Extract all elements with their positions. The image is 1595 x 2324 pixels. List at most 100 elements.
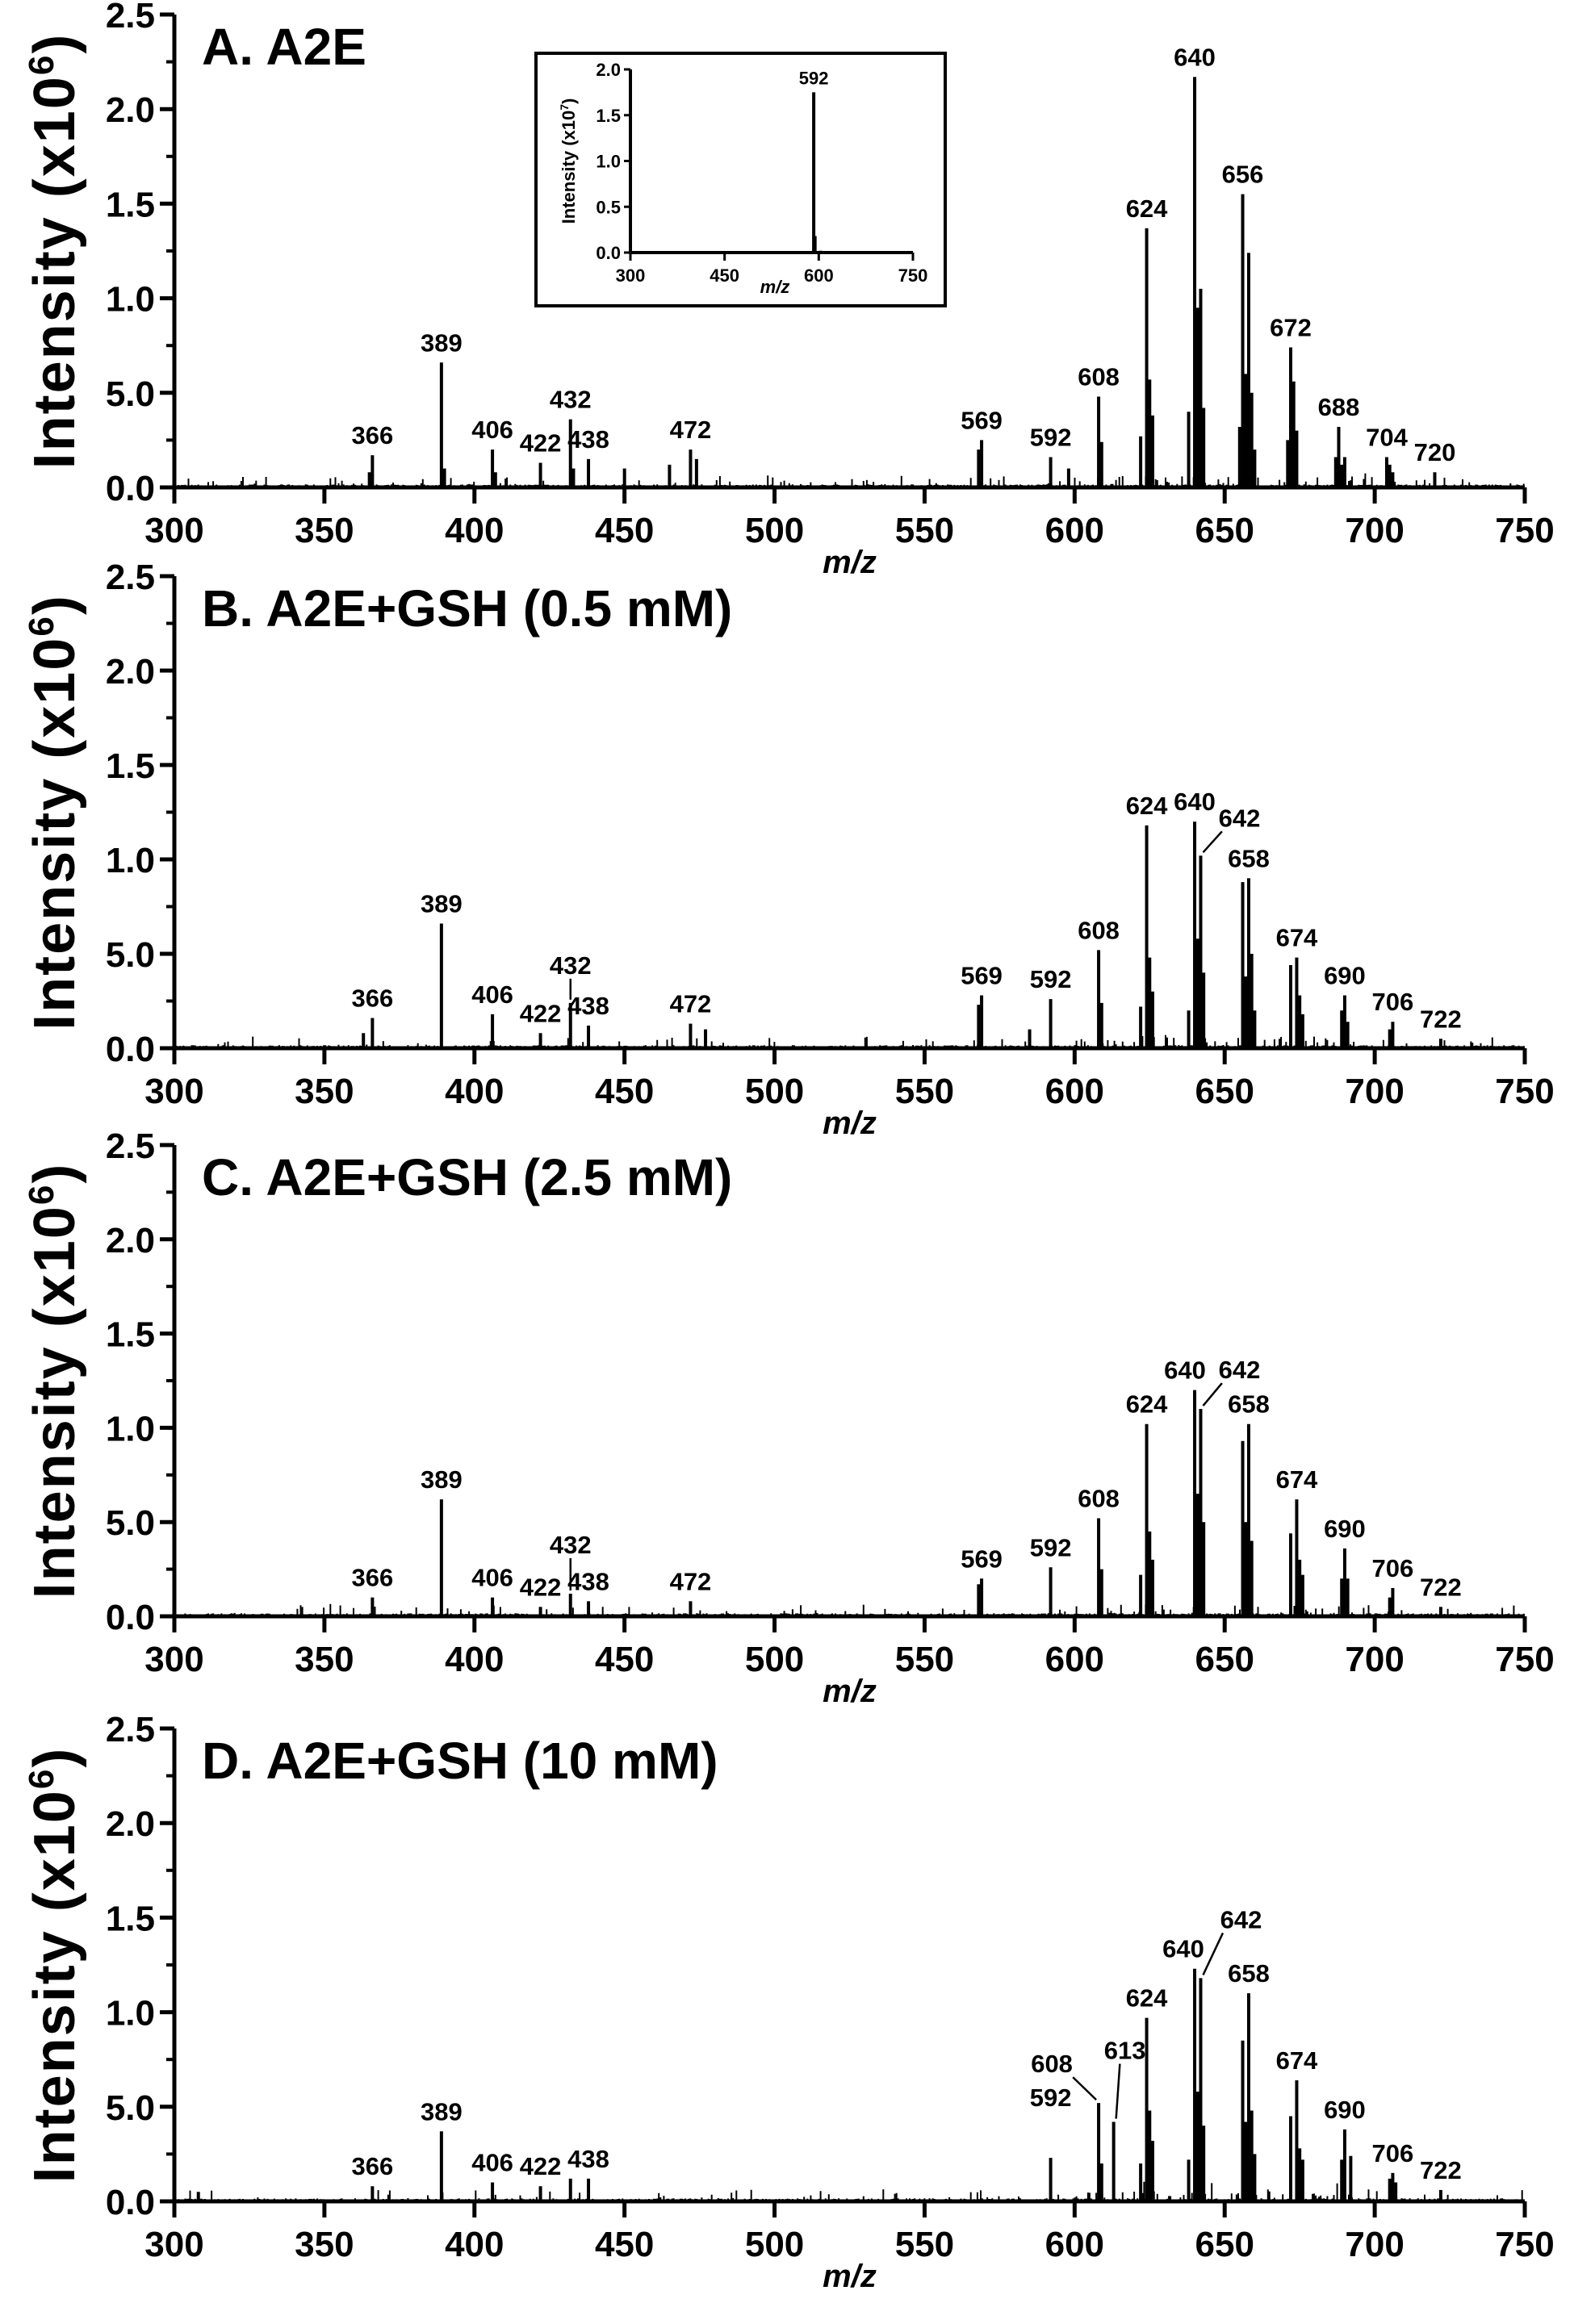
inset-y-tick-label: 0.5 [596,197,621,217]
peak-label: 592 [1030,2084,1072,2112]
panel-c: 300 350 400 450 500 550 600 650 700 750 0.0 5.0 1.0 1… [22,1126,1555,1709]
peak-label: 569 [961,1544,1003,1573]
label-leader-line [1115,2063,1121,2119]
y-tick-label: 2.0 [106,652,155,692]
panel-title: A. A2E [202,18,366,76]
baseline-noise [174,473,1525,487]
inset-y-axis-label-close: ) [559,98,579,104]
x-tick-label: 450 [595,511,654,550]
inset-x-tick-label: 750 [898,265,928,286]
inset-y-axis-label: Intensity (x107) [558,98,579,224]
peak-label: 624 [1126,1984,1168,2013]
peak-label: 432 [550,1531,592,1559]
peak-label: 658 [1228,1959,1270,1988]
y-tick-label: 2.5 [106,0,155,36]
inset-x-tick-label: 600 [804,265,834,286]
peak-label: 569 [961,406,1003,434]
x-tick-label: 550 [895,511,954,550]
peak-label: 389 [421,1465,463,1494]
peak-label: 389 [421,328,463,357]
peak-label: 706 [1372,1554,1414,1582]
y-axis-label-exponent: 6 [22,1184,61,1205]
x-axis-label: m/z [823,1106,877,1141]
peak-label: 406 [471,980,513,1009]
peak-label: 722 [1420,2156,1462,2184]
peak-label: 704 [1366,423,1408,451]
y-tick-label: 5.0 [106,374,155,414]
inset-x-tick-label: 450 [710,265,739,286]
x-tick-label: 350 [295,2225,354,2264]
peak-label: 472 [670,990,712,1018]
peak-label: 658 [1228,1390,1270,1419]
x-tick-label: 650 [1195,1072,1254,1111]
y-axis-label-exponent: 6 [22,615,61,636]
peak-label: 432 [550,386,592,414]
panel-a: 300 350 400 450 500 550 600 650 700 750 0.0 5.0 1.0 1… [22,0,1555,580]
y-axis-label-close: ) [23,594,87,615]
x-tick-label: 650 [1195,1640,1254,1679]
panel-d: 300 350 400 450 500 550 600 650 700 750 0.0 5.0 1.0 1… [22,1710,1555,2294]
y-tick-label: 2.0 [106,90,155,130]
y-tick-label: 2.5 [106,558,155,597]
inset-y-tick-label: 1.0 [596,152,621,172]
x-tick-label: 500 [745,2225,804,2264]
peak-label: 438 [567,2145,609,2173]
x-tick-label: 350 [295,511,354,550]
peak-label: 366 [352,421,394,449]
y-tick-label: 0.0 [106,1030,155,1069]
x-tick-label: 500 [745,1072,804,1111]
y-axis-label-text: Intensity (x10 [23,637,87,1030]
y-axis-label-text: Intensity (x10 [23,1205,87,1599]
x-axis-label: m/z [823,1674,877,1709]
x-tick-label: 300 [144,1640,203,1679]
y-tick-label: 2.0 [106,1221,155,1260]
peak-label: 624 [1126,194,1168,223]
peak-label: 706 [1372,2139,1414,2167]
panel-title: B. A2E+GSH (0.5 mM) [202,579,732,637]
y-tick-label: 1.0 [106,1409,155,1448]
y-axis-label-exponent: 6 [22,1768,61,1789]
x-tick-label: 550 [895,2225,954,2264]
inset-chart: 300 450 600 750 0.0 0.5 1.0 1.5 2.0 m/z Intensity … [534,52,947,307]
y-tick-label: 0.0 [106,1598,155,1637]
peak-label: 640 [1174,43,1216,71]
y-tick-label: 5.0 [106,1503,155,1543]
peak-label: 624 [1126,792,1168,820]
y-tick-label: 2.5 [106,1710,155,1749]
x-axis-label: m/z [823,545,877,580]
peak-label: 642 [1219,804,1261,832]
x-tick-label: 750 [1495,1640,1554,1679]
peak-label: 690 [1324,1515,1366,1543]
inset-x-axis-label: m/z [760,277,790,297]
peak-label: 690 [1324,2096,1366,2124]
peak-label: 422 [520,1573,562,1601]
peak-label: 640 [1174,788,1216,816]
x-tick-label: 650 [1195,511,1254,550]
peak-label: 722 [1420,1573,1462,1601]
peak-label: 389 [421,2097,463,2125]
inset-y-axis-label-text: Intensity (x10 [559,111,579,224]
peak-label: 569 [961,961,1003,989]
label-leader-line [1202,1932,1225,1975]
x-tick-label: 750 [1495,511,1554,550]
peak-label: 608 [1078,1485,1120,1513]
x-tick-label: 500 [745,1640,804,1679]
y-axis-label-exponent: 6 [22,54,61,75]
x-tick-label: 550 [895,1640,954,1679]
label-leader-line [1072,2076,1097,2101]
peak-label: 422 [520,2152,562,2180]
x-tick-label: 450 [595,1640,654,1679]
peak-label: 406 [471,2149,513,2177]
y-axis-label: Intensity (x106) [22,1163,87,1599]
peak-label: 608 [1078,362,1120,391]
inset-y-tick-label: 1.5 [596,106,621,126]
y-tick-label: 2.5 [106,1126,155,1166]
x-tick-label: 600 [1045,2225,1104,2264]
peak-label: 674 [1276,924,1318,952]
inset-y-axis-label-exponent: 7 [558,104,571,111]
peak-label: 672 [1270,314,1312,342]
x-tick-label: 400 [445,1072,504,1111]
x-tick-label: 750 [1495,2225,1554,2264]
label-leader-line [1202,1382,1223,1407]
x-tick-label: 600 [1045,1072,1104,1111]
